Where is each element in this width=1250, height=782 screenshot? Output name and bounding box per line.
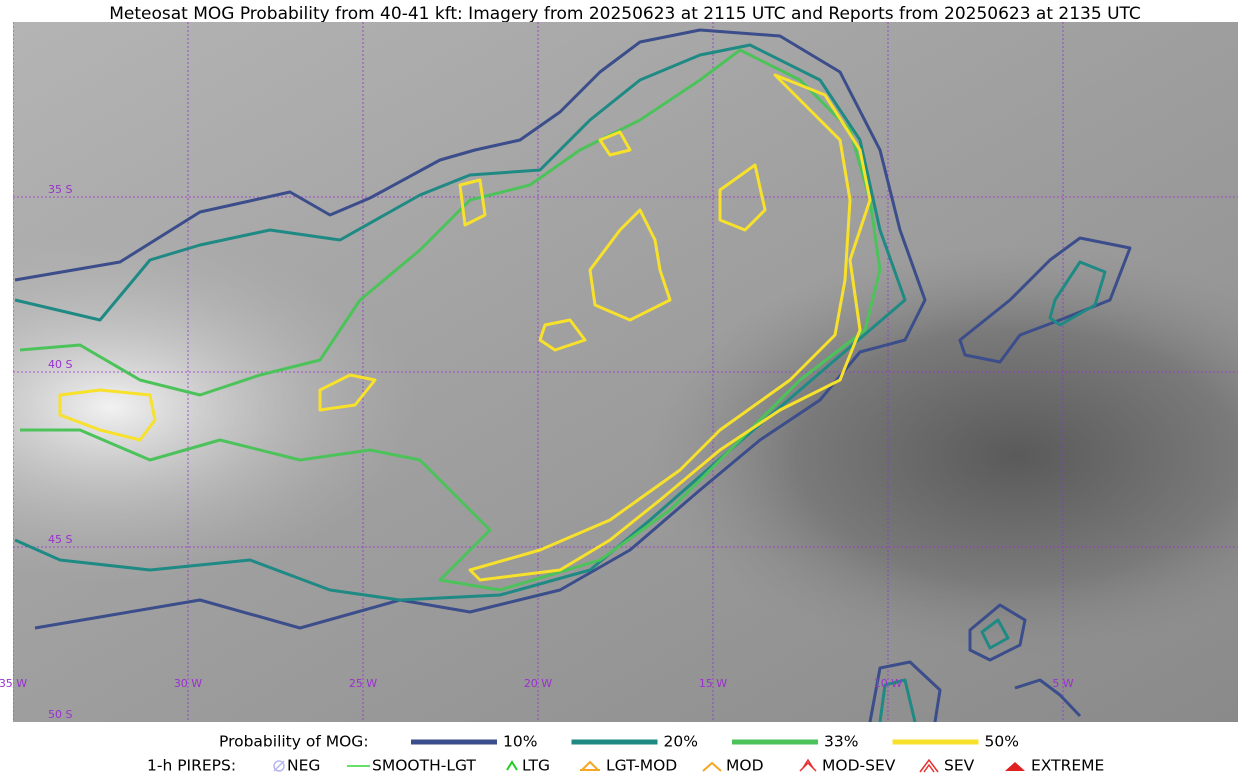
- lon-label: 15 W: [699, 677, 727, 690]
- contour-20: [14, 43, 907, 602]
- icon-sev: [923, 763, 935, 773]
- contour-10: [1014, 678, 1082, 718]
- lat-label: 35 S: [48, 183, 72, 196]
- icon-mod: [702, 761, 722, 772]
- icon-mod-sev: [802, 758, 814, 769]
- icon-mod-sev: [799, 761, 817, 772]
- contour-50: [598, 130, 632, 157]
- contour-10: [14, 28, 927, 630]
- lat-label: 50 S: [48, 708, 72, 721]
- legend-label: 33%: [824, 733, 858, 751]
- lon-label: 5 W: [1052, 677, 1073, 690]
- legend-label: NEG: [287, 757, 320, 775]
- lon-label: 10 W: [874, 677, 902, 690]
- contour-50: [318, 373, 377, 412]
- legend-title: Probability of MOG:: [219, 733, 369, 751]
- lat-label: 45 S: [48, 533, 72, 546]
- lon-label: 25 W: [349, 677, 377, 690]
- contour-20: [1048, 260, 1107, 327]
- contour-20: [878, 678, 917, 722]
- legend-label: 50%: [985, 733, 1019, 751]
- legend-label: 10%: [503, 733, 537, 751]
- legend-label: LGT-MOD: [606, 757, 677, 775]
- lon-label: 20 W: [524, 677, 552, 690]
- legend-label: SMOOTH-LGT: [372, 757, 476, 775]
- contour-10: [868, 660, 942, 722]
- contours: [14, 28, 1132, 722]
- lon-label: 35 W: [0, 677, 27, 690]
- legend-label: MOD: [726, 757, 764, 775]
- contour-20: [980, 618, 1010, 650]
- icon-lgt-mod: [581, 760, 599, 771]
- icon-extreme: [1005, 762, 1025, 771]
- contour-50: [458, 178, 487, 227]
- legend: Probability of MOG: 1-h PIREPS: 10% 20% 33…: [147, 733, 1104, 775]
- legend-label: 20%: [664, 733, 698, 751]
- icon-neg: [273, 760, 285, 772]
- map: [13, 22, 1238, 722]
- legend-label: LTG: [522, 757, 550, 775]
- legend-label: EXTREME: [1031, 757, 1104, 775]
- lon-label: 30 W: [174, 677, 202, 690]
- contour-50: [588, 208, 672, 322]
- icon-sev: [919, 758, 939, 773]
- graticule: [13, 22, 1238, 722]
- legend-title: 1-h PIREPS:: [147, 757, 236, 775]
- contour-50: [538, 318, 587, 352]
- contour-50: [468, 73, 872, 582]
- icon-neg: [273, 760, 285, 772]
- contour-50: [718, 163, 767, 232]
- contour-10: [958, 236, 1132, 364]
- contour-50: [58, 388, 157, 442]
- legend-label: SEV: [944, 757, 975, 775]
- legend-label: MOD-SEV: [822, 757, 896, 775]
- contour-10: [968, 603, 1027, 662]
- title: Meteosat MOG Probability from 40-41 kft:…: [109, 4, 1141, 24]
- geo-labels: 35 S 40 S 45 S 50 S 35 W 30 W 25 W 20 W 15 W 10 W…: [0, 183, 1074, 721]
- icon-ltg: [506, 760, 518, 771]
- lat-label: 40 S: [48, 358, 72, 371]
